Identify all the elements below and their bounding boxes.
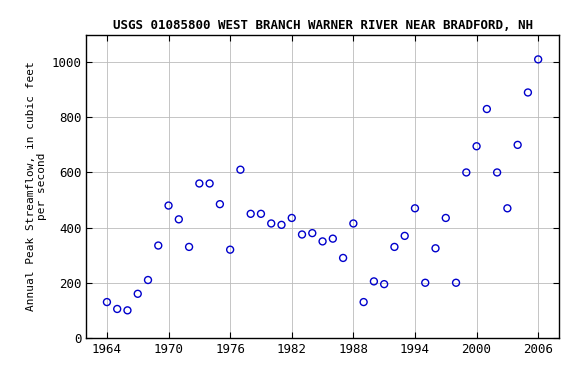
Point <box>348 220 358 227</box>
Point <box>215 201 225 207</box>
Point <box>256 211 266 217</box>
Point <box>380 281 389 287</box>
Point <box>369 278 378 285</box>
Point <box>164 202 173 209</box>
Point <box>246 211 255 217</box>
Point <box>287 215 297 221</box>
Title: USGS 01085800 WEST BRANCH WARNER RIVER NEAR BRADFORD, NH: USGS 01085800 WEST BRANCH WARNER RIVER N… <box>112 19 533 32</box>
Point <box>390 244 399 250</box>
Point <box>359 299 368 305</box>
Point <box>226 247 235 253</box>
Point <box>472 143 481 149</box>
Point <box>297 232 306 238</box>
Point <box>133 291 142 297</box>
Point <box>184 244 194 250</box>
Point <box>267 220 276 227</box>
Point <box>308 230 317 236</box>
Point <box>277 222 286 228</box>
Point <box>482 106 491 112</box>
Point <box>513 142 522 148</box>
Point <box>503 205 512 211</box>
Point <box>410 205 419 211</box>
Point <box>318 238 327 245</box>
Point <box>492 169 502 175</box>
Point <box>103 299 112 305</box>
Point <box>339 255 348 261</box>
Point <box>462 169 471 175</box>
Point <box>112 306 122 312</box>
Point <box>452 280 461 286</box>
Point <box>420 280 430 286</box>
Point <box>328 235 338 242</box>
Point <box>143 277 153 283</box>
Point <box>524 89 533 96</box>
Point <box>174 216 183 222</box>
Point <box>123 307 132 313</box>
Point <box>195 180 204 187</box>
Point <box>533 56 543 63</box>
Point <box>441 215 450 221</box>
Point <box>205 180 214 187</box>
Point <box>154 242 163 248</box>
Point <box>236 167 245 173</box>
Point <box>400 233 410 239</box>
Point <box>431 245 440 252</box>
Y-axis label: Annual Peak Streamflow, in cubic feet
per second: Annual Peak Streamflow, in cubic feet pe… <box>26 61 47 311</box>
